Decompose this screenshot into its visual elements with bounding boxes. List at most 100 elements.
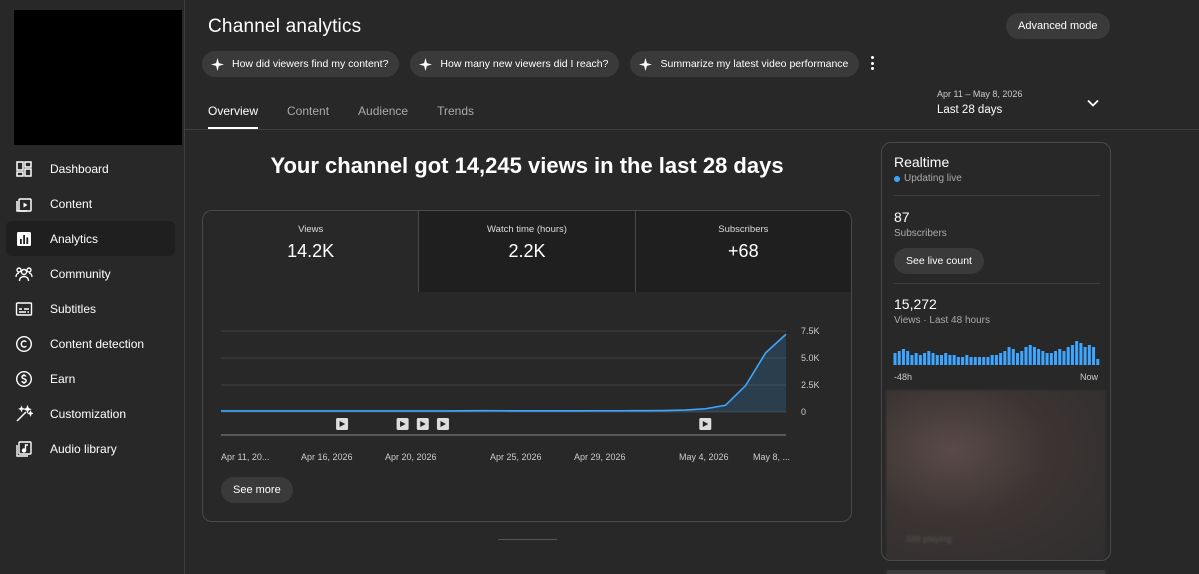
realtime-bar: [973, 357, 977, 365]
y-tick-label: 5.0K: [801, 353, 820, 363]
sidebar-item-subtitles[interactable]: Subtitles: [6, 291, 175, 326]
sidebar-item-content[interactable]: Content: [6, 186, 175, 221]
content-icon: [15, 195, 33, 213]
x-tick-label: Apr 16, 2026: [301, 452, 353, 462]
sidebar-item-dashboard[interactable]: Dashboard: [6, 151, 175, 186]
realtime-subscriber-count: 87: [894, 209, 910, 225]
sidebar-item-label: Earn: [50, 371, 76, 386]
tab-content[interactable]: Content: [287, 104, 330, 118]
live-dot-icon: [894, 175, 900, 182]
sidebar-item-label: Subtitles: [50, 301, 97, 316]
sidebar-item-content-detection[interactable]: Content detection: [6, 326, 175, 361]
see-live-count-button[interactable]: See live count: [894, 248, 984, 274]
key-metrics: Views 14.2K Watch time (hours) 2.2K Subs…: [203, 211, 851, 292]
sparkle-icon: [419, 57, 433, 71]
realtime-bar: [935, 355, 939, 365]
sidebar-item-label: Content: [50, 196, 93, 211]
realtime-bar: [1007, 347, 1011, 365]
analytics-tabs: Overview Content Audience Trends: [208, 104, 503, 129]
realtime-bar: [1092, 347, 1096, 365]
realtime-title: Realtime: [894, 154, 950, 170]
realtime-card: Realtime Updating live 87 Subscribers Se…: [881, 142, 1111, 561]
subtitles-icon: [15, 300, 33, 318]
views-chart[interactable]: 7.5K 5.0K 2.5K 0 Apr 11, 20... Apr 16, 2026 Ap…: [203, 292, 851, 467]
play-icon: [702, 421, 709, 427]
realtime-bar: [944, 353, 948, 365]
realtime-bar: [1003, 351, 1007, 365]
sidebar-item-label: Analytics: [50, 231, 99, 246]
realtime-views-label: Views · Last 48 hours: [894, 315, 990, 326]
audio-library-icon: [15, 440, 33, 458]
sidebar-item-earn[interactable]: Earn: [6, 361, 175, 396]
date-range-picker[interactable]: Apr 11 – May 8, 2026 Last 28 days: [937, 89, 1022, 116]
realtime-bar: [1037, 349, 1041, 365]
date-range-dates: Apr 11 – May 8, 2026: [937, 89, 1023, 99]
realtime-bar: [1083, 347, 1087, 365]
customization-icon: [15, 404, 33, 423]
realtime-bar: [990, 355, 994, 365]
copyright-icon: [15, 335, 33, 353]
realtime-bar: [1075, 341, 1079, 365]
community-icon: [15, 265, 33, 283]
earn-icon: [15, 370, 33, 388]
sidebar-item-community[interactable]: Community: [6, 256, 175, 291]
y-tick-label: 2.5K: [801, 380, 820, 390]
x-tick-label: Apr 20, 2026: [385, 452, 437, 462]
realtime-bar: [914, 353, 918, 365]
sidebar-item-label: Customization: [50, 406, 127, 421]
tab-trends[interactable]: Trends: [437, 104, 474, 118]
realtime-bar: [939, 355, 943, 365]
play-icon: [420, 421, 426, 427]
realtime-bar: [1041, 351, 1045, 365]
play-icon: [440, 421, 446, 427]
x-tick-label: Apr 29, 2026: [574, 452, 626, 462]
realtime-bar: [952, 355, 956, 365]
chip-viewers-find-content[interactable]: How did viewers find my content?: [202, 51, 400, 77]
tab-audience[interactable]: Audience: [358, 104, 409, 118]
realtime-status-text: Updating live: [904, 173, 962, 184]
chip-new-viewers[interactable]: How many new viewers did I reach?: [410, 51, 620, 77]
realtime-bar: [994, 355, 998, 365]
sidebar-item-label: Content detection: [50, 336, 145, 351]
sidebar-item-customization[interactable]: Customization: [6, 396, 175, 431]
play-icon: [339, 421, 346, 427]
dashboard-icon: [15, 160, 33, 178]
realtime-bar: [1028, 345, 1032, 365]
realtime-bar: [1020, 351, 1024, 365]
metric-value: 14.2K: [287, 241, 335, 261]
realtime-bar: [897, 351, 901, 365]
realtime-bar: [1096, 359, 1100, 365]
realtime-views-chart[interactable]: [893, 339, 1100, 365]
ask-studio-chips: How did viewers find my content? How man…: [202, 51, 860, 77]
metric-views[interactable]: Views 14.2K: [203, 211, 420, 292]
chevron-down-icon[interactable]: [1086, 96, 1100, 110]
chip-summarize-latest-video[interactable]: Summarize my latest video performance: [630, 51, 860, 77]
views-series-area: [221, 334, 786, 412]
metric-watch-time[interactable]: Watch time (hours) 2.2K: [419, 211, 636, 292]
sidebar-item-audio-library[interactable]: Audio library: [6, 431, 175, 466]
tab-overview[interactable]: Overview: [208, 104, 259, 129]
divider: [894, 283, 1100, 284]
more-options-icon[interactable]: [864, 54, 880, 72]
realtime-axis-start: -48h: [894, 372, 913, 382]
sparkle-icon: [211, 57, 224, 71]
realtime-bar: [1066, 347, 1070, 365]
realtime-bar: [1011, 349, 1015, 365]
sparkle-icon: [639, 57, 653, 71]
advanced-mode-button[interactable]: Advanced mode: [1006, 13, 1110, 39]
metric-value: +68: [728, 241, 759, 261]
realtime-bar: [927, 351, 931, 365]
views-series-line: [221, 333, 787, 412]
realtime-subscriber-label: Subscribers: [894, 228, 947, 239]
y-tick-label: 0: [801, 407, 806, 417]
realtime-bar: [910, 355, 914, 365]
realtime-bar: [1049, 353, 1053, 365]
latest-video-thumbnail[interactable]: Still playing: [886, 390, 1106, 560]
realtime-bar: [977, 357, 982, 365]
metric-subscribers[interactable]: Subscribers +68: [635, 211, 851, 292]
chip-label: How many new viewers did I reach?: [440, 58, 609, 70]
channel-thumbnail[interactable]: [14, 10, 182, 145]
see-more-button[interactable]: See more: [221, 477, 293, 503]
realtime-bar: [961, 357, 965, 365]
sidebar-item-analytics[interactable]: Analytics: [6, 221, 175, 256]
